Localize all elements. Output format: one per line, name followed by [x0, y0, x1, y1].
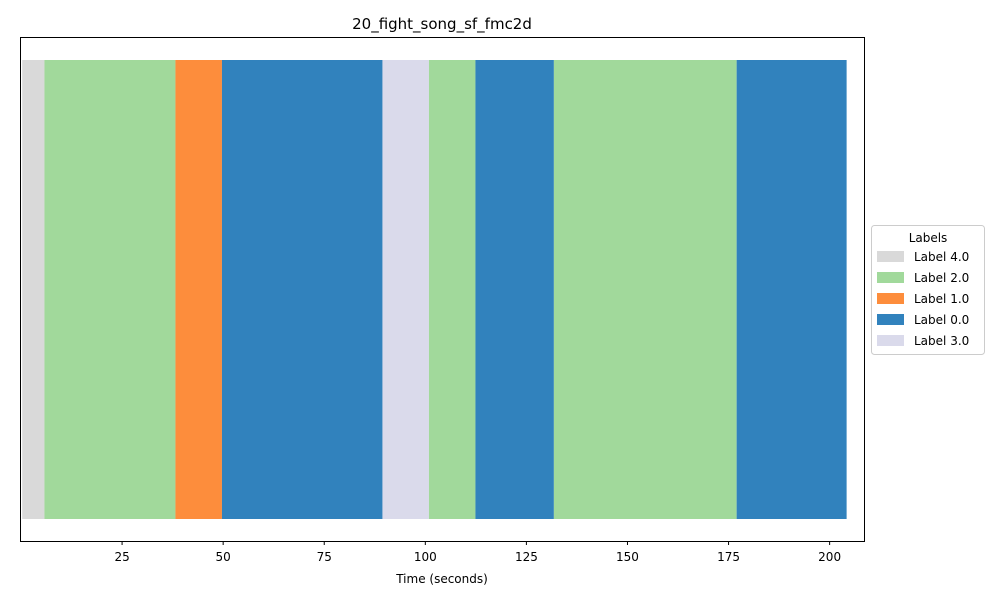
- x-tick-label: 25: [114, 550, 129, 564]
- chart-title: 20_fight_song_sf_fmc2d: [352, 15, 532, 34]
- x-axis-ticks: 25 50 75 100 125 150 175 200: [114, 541, 841, 564]
- segment-label-4-0-0: [22, 60, 45, 519]
- segment-label-3-0-4: [382, 60, 429, 519]
- legend-swatch: [877, 335, 904, 346]
- x-tick-label: 150: [616, 550, 639, 564]
- segment-label-2-0-7: [553, 60, 737, 519]
- x-tick-label: 50: [216, 550, 231, 564]
- legend-label: Label 1.0: [914, 292, 969, 306]
- legend-title: Labels: [909, 231, 948, 245]
- legend-swatch: [877, 314, 904, 325]
- legend-label: Label 2.0: [914, 271, 969, 285]
- legend-swatch: [877, 293, 904, 304]
- segments-layer: [22, 60, 847, 519]
- segment-label-0-0-8: [736, 60, 847, 519]
- legend-label: Label 0.0: [914, 313, 969, 327]
- segment-label-0-0-6: [475, 60, 554, 519]
- segment-label-0-0-3: [221, 60, 383, 519]
- segment-label-1-0-2: [175, 60, 222, 519]
- legend-swatch: [877, 251, 904, 262]
- x-tick-label: 175: [717, 550, 740, 564]
- segment-label-2-0-5: [428, 60, 476, 519]
- x-tick-label: 100: [414, 550, 437, 564]
- plot-border: [20, 37, 865, 542]
- x-axis-label: Time (seconds): [395, 572, 488, 586]
- segment-label-2-0-1: [44, 60, 176, 519]
- x-tick-label: 75: [317, 550, 332, 564]
- legend-label: Label 3.0: [914, 334, 969, 348]
- x-tick-label: 125: [515, 550, 538, 564]
- legend-entries: Label 4.0 Label 2.0 Label 1.0 Label 0.0 Labe…: [877, 250, 969, 348]
- legend-swatch: [877, 272, 904, 283]
- x-tick-label: 200: [818, 550, 841, 564]
- legend-label: Label 4.0: [914, 250, 969, 264]
